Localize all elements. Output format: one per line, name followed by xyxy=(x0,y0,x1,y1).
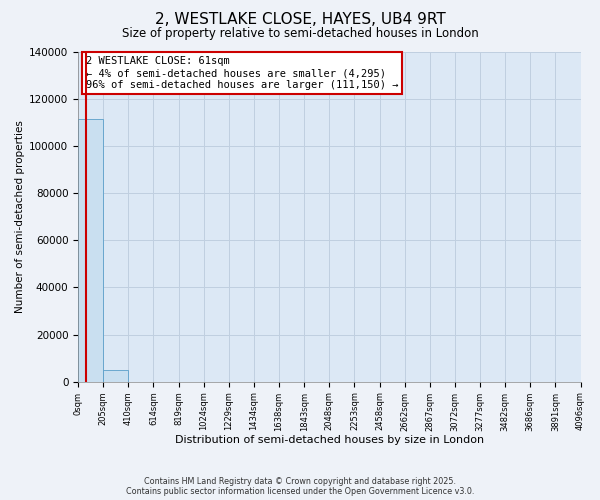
Y-axis label: Number of semi-detached properties: Number of semi-detached properties xyxy=(15,120,25,313)
Bar xyxy=(103,370,128,382)
Bar xyxy=(78,119,103,382)
Text: Contains HM Land Registry data © Crown copyright and database right 2025.
Contai: Contains HM Land Registry data © Crown c… xyxy=(126,476,474,496)
Text: Size of property relative to semi-detached houses in London: Size of property relative to semi-detach… xyxy=(122,28,478,40)
Text: 2 WESTLAKE CLOSE: 61sqm
← 4% of semi-detached houses are smaller (4,295)
96% of : 2 WESTLAKE CLOSE: 61sqm ← 4% of semi-det… xyxy=(86,56,398,90)
Text: 2, WESTLAKE CLOSE, HAYES, UB4 9RT: 2, WESTLAKE CLOSE, HAYES, UB4 9RT xyxy=(155,12,445,28)
X-axis label: Distribution of semi-detached houses by size in London: Distribution of semi-detached houses by … xyxy=(175,435,484,445)
